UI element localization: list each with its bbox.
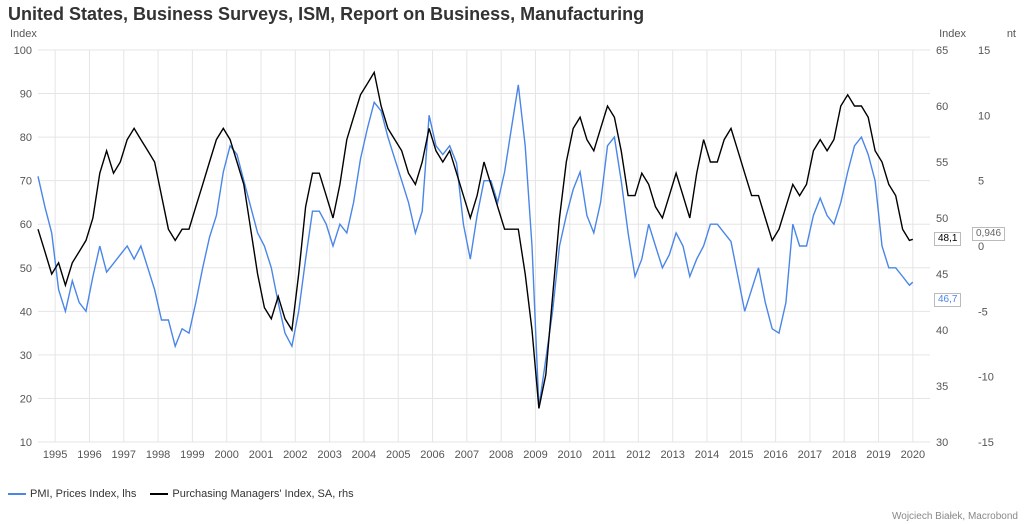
legend: PMI, Prices Index, lhs Purchasing Manage… <box>8 488 354 500</box>
svg-text:2011: 2011 <box>592 449 616 461</box>
svg-text:45: 45 <box>936 269 948 281</box>
svg-text:65: 65 <box>936 45 948 57</box>
end-label-grey: 0,946 <box>972 227 1005 241</box>
svg-text:-10: -10 <box>978 372 994 384</box>
gridlines <box>38 50 930 442</box>
legend-item-black: Purchasing Managers' Index, SA, rhs <box>150 488 353 500</box>
svg-text:2010: 2010 <box>558 449 582 461</box>
svg-text:10: 10 <box>978 110 990 122</box>
svg-text:2000: 2000 <box>214 449 238 461</box>
svg-text:60: 60 <box>936 101 948 113</box>
right-axis-label-2: nt <box>1007 28 1016 40</box>
svg-text:2014: 2014 <box>695 449 719 461</box>
svg-text:1998: 1998 <box>146 449 170 461</box>
svg-text:20: 20 <box>20 393 32 405</box>
series-blue <box>38 85 913 407</box>
svg-text:50: 50 <box>20 263 32 275</box>
svg-text:-15: -15 <box>978 437 994 449</box>
svg-text:2015: 2015 <box>729 449 753 461</box>
svg-text:60: 60 <box>20 219 32 231</box>
svg-text:80: 80 <box>20 132 32 144</box>
svg-text:40: 40 <box>20 306 32 318</box>
svg-text:2008: 2008 <box>489 449 513 461</box>
series-group <box>38 72 913 408</box>
svg-text:2009: 2009 <box>523 449 547 461</box>
svg-text:2016: 2016 <box>763 449 787 461</box>
svg-text:55: 55 <box>936 157 948 169</box>
plot-svg: 1020304050607080901003035404550556065-15… <box>0 42 1024 482</box>
svg-text:1996: 1996 <box>77 449 101 461</box>
svg-text:2006: 2006 <box>420 449 444 461</box>
svg-text:2013: 2013 <box>660 449 684 461</box>
legend-swatch-black <box>150 493 168 495</box>
svg-text:-5: -5 <box>978 306 988 318</box>
svg-text:15: 15 <box>978 45 990 57</box>
legend-item-blue: PMI, Prices Index, lhs <box>8 488 136 500</box>
svg-text:2004: 2004 <box>352 449 376 461</box>
svg-text:2003: 2003 <box>317 449 341 461</box>
svg-text:10: 10 <box>20 437 32 449</box>
svg-text:35: 35 <box>936 381 948 393</box>
legend-swatch-blue <box>8 493 26 495</box>
svg-text:90: 90 <box>20 89 32 101</box>
svg-text:2001: 2001 <box>249 449 273 461</box>
svg-text:2012: 2012 <box>626 449 650 461</box>
svg-text:100: 100 <box>14 45 32 57</box>
credit: Wojciech Białek, Macrobond <box>892 511 1018 522</box>
svg-text:40: 40 <box>936 325 948 337</box>
svg-text:70: 70 <box>20 176 32 188</box>
svg-text:2020: 2020 <box>901 449 925 461</box>
left-axis-label: Index <box>10 28 37 40</box>
svg-text:1995: 1995 <box>43 449 67 461</box>
chart-container: United States, Business Surveys, ISM, Re… <box>0 0 1024 524</box>
svg-text:2007: 2007 <box>455 449 479 461</box>
svg-text:5: 5 <box>978 176 984 188</box>
svg-text:2018: 2018 <box>832 449 856 461</box>
end-label-black: 48,1 <box>934 232 961 246</box>
right-axis-label-1: Index <box>939 28 966 40</box>
svg-text:1997: 1997 <box>112 449 136 461</box>
svg-text:30: 30 <box>936 437 948 449</box>
svg-text:2019: 2019 <box>866 449 890 461</box>
svg-text:2017: 2017 <box>798 449 822 461</box>
legend-label-blue: PMI, Prices Index, lhs <box>30 488 136 500</box>
svg-text:2002: 2002 <box>283 449 307 461</box>
chart-title: United States, Business Surveys, ISM, Re… <box>8 4 644 25</box>
end-label-blue: 46,7 <box>934 293 961 307</box>
svg-text:1999: 1999 <box>180 449 204 461</box>
svg-text:2005: 2005 <box>386 449 410 461</box>
legend-label-black: Purchasing Managers' Index, SA, rhs <box>172 488 353 500</box>
svg-text:50: 50 <box>936 213 948 225</box>
svg-text:30: 30 <box>20 350 32 362</box>
series-black <box>38 72 913 408</box>
svg-text:0: 0 <box>978 241 984 253</box>
